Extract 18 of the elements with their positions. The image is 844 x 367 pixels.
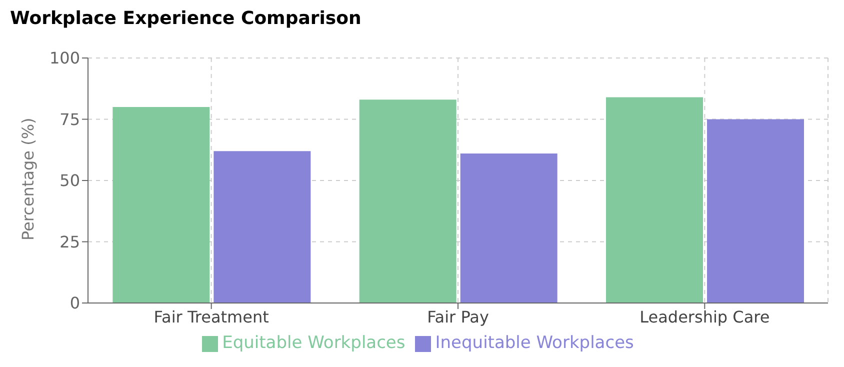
bar	[606, 97, 703, 303]
y-tick-label: 50	[60, 171, 80, 190]
y-tick-label: 75	[60, 110, 80, 129]
y-tick-label: 0	[70, 294, 80, 313]
legend-label: Inequitable Workplaces	[435, 333, 634, 353]
bar	[112, 107, 210, 303]
y-tick-label: 100	[49, 48, 80, 68]
chart-title: Workplace Experience Comparison	[10, 8, 362, 31]
bar	[359, 100, 456, 303]
y-tick-label: 25	[60, 232, 80, 252]
bar	[707, 119, 804, 303]
x-tick-label: Fair Pay	[427, 307, 489, 326]
bar	[460, 154, 558, 303]
bar	[214, 151, 311, 303]
x-tick-label: Fair Treatment	[154, 307, 269, 326]
y-axis-title: Percentage (%)	[18, 118, 38, 240]
x-tick-label: Leadership Care	[640, 307, 770, 326]
legend-label: Equitable Workplaces	[222, 333, 406, 353]
